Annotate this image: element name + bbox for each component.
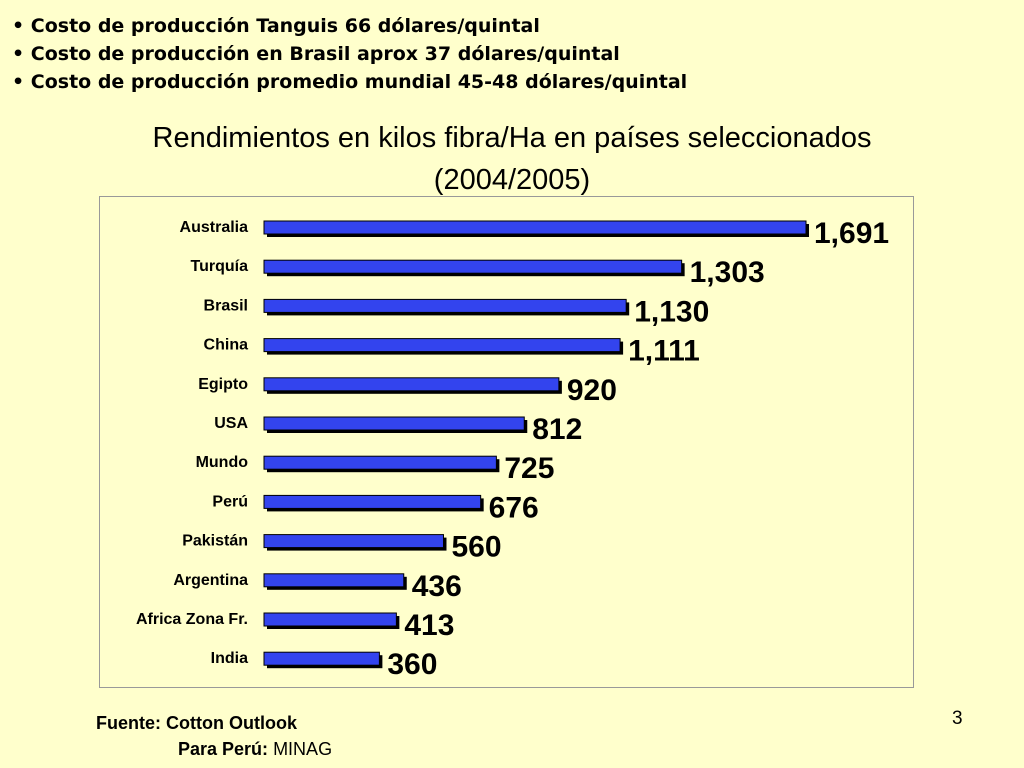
category-label: Australia [180, 219, 249, 236]
category-label: Brasil [204, 297, 248, 314]
source-line: Fuente: Cotton Outlook [96, 713, 297, 733]
value-label: 920 [567, 374, 617, 407]
category-label: Egipto [198, 376, 248, 393]
bar [263, 651, 380, 666]
value-label: 1,130 [634, 295, 709, 328]
bullet-list: Costo de producción Tanguis 66 dólares/q… [12, 12, 687, 96]
bar [263, 612, 397, 627]
source-peru-value: MINAG [273, 739, 333, 759]
value-label: 725 [504, 452, 554, 485]
value-label: 812 [532, 413, 582, 446]
bar [263, 416, 525, 431]
value-label: 413 [404, 609, 454, 642]
category-label: Argentina [173, 572, 248, 589]
source-line-peru: Para Perú: MINAG [178, 739, 332, 760]
bar-chart: Australia 1,691 Turquía 1,303 Brasil 1,130 Chi… [136, 217, 889, 681]
bar [263, 298, 627, 313]
category-label: Mundo [196, 454, 249, 471]
category-label: USA [214, 415, 248, 432]
category-label: Turquía [191, 258, 249, 275]
page-number: 3 [952, 708, 963, 729]
bullet-item: Costo de producción Tanguis 66 dólares/q… [12, 12, 687, 40]
chart-subtitle: (2004/2005) [433, 164, 591, 196]
value-label: 360 [387, 648, 437, 681]
value-label: 1,303 [690, 256, 765, 289]
bar [263, 377, 560, 392]
category-label: Africa Zona Fr. [136, 611, 248, 628]
bullet-item: Costo de producción promedio mundial 45-… [12, 68, 687, 96]
value-label: 676 [489, 491, 539, 524]
bar [263, 220, 807, 235]
bar [263, 494, 482, 509]
category-label: Perú [212, 493, 248, 510]
value-label: 436 [412, 570, 462, 603]
value-label: 1,111 [628, 335, 700, 368]
bar [263, 259, 683, 274]
bar [263, 534, 444, 549]
category-label: India [211, 650, 248, 667]
value-label: 1,691 [814, 217, 889, 250]
category-label: China [204, 337, 249, 354]
bar [263, 338, 621, 353]
bar [263, 455, 497, 470]
bar [263, 573, 405, 588]
category-label: Pakistán [182, 533, 248, 550]
chart-title: Rendimientos en kilos fibra/Ha en países… [152, 122, 872, 154]
source-peru-label: Para Perú: [178, 739, 269, 759]
value-label: 560 [451, 531, 501, 564]
chart-area: Australia 1,691 Turquía 1,303 Brasil 1,130 Chi… [99, 196, 914, 688]
bullet-item: Costo de producción en Brasil aprox 37 d… [12, 40, 687, 68]
